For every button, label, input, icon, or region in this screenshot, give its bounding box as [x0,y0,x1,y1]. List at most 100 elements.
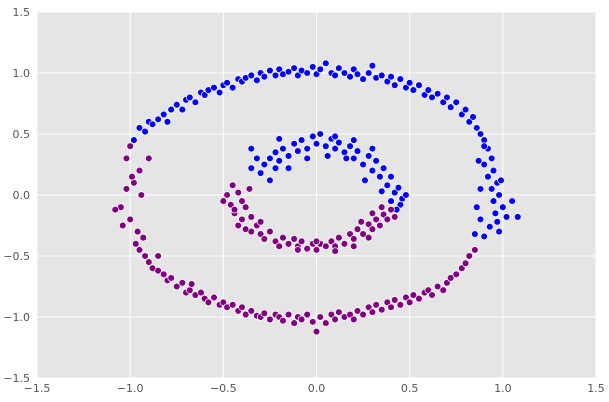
data-point [139,233,147,242]
data-point [122,185,131,193]
data-point [368,225,377,233]
data-point [364,220,373,229]
data-point [350,235,358,243]
data-point [154,252,162,260]
data-point [458,264,466,272]
data-point [130,136,138,144]
data-point [350,315,358,324]
data-point [346,72,354,81]
data-point [327,237,336,246]
data-point [154,115,162,124]
data-point [396,301,405,309]
data-point [245,185,254,193]
data-point [312,140,321,148]
data-point [480,160,488,169]
data-point [493,218,501,226]
data-point [312,246,321,254]
data-point [238,197,246,205]
data-point [387,205,395,214]
data-point [491,209,500,218]
data-point [260,235,269,243]
data-point [476,130,485,138]
data-point [474,157,483,165]
data-point [260,160,269,169]
data-point [228,301,237,309]
y-tick-label: 1.5 [13,6,31,19]
data-point [377,305,386,314]
data-point [469,113,477,121]
data-point [297,315,306,324]
data-point [471,230,479,238]
data-point [297,237,306,246]
x-tick-label: 0.0 [308,382,326,395]
data-point [154,266,162,275]
data-point [309,318,317,326]
y-axis-tick-labels: 1.5 1.0 0.5 0.0 −0.5 −1.0 −1.5 [3,6,30,385]
data-point [409,291,418,299]
data-point [364,152,373,160]
data-point [458,110,466,119]
data-point [461,105,470,114]
data-point [223,79,231,87]
data-point [141,252,149,260]
x-tick-label: −0.5 [210,382,237,395]
data-point [346,142,354,150]
data-point [228,181,237,189]
data-point [350,154,358,163]
data-point [331,144,339,153]
data-point [290,64,298,72]
data-point [303,69,311,77]
data-point [309,132,317,141]
data-point [446,274,455,282]
data-point [424,86,433,94]
data-point [331,315,339,324]
data-point [331,247,339,255]
data-point [364,233,373,242]
data-point [159,270,168,279]
data-point [266,227,274,236]
data-point [312,237,321,246]
data-point [247,71,256,80]
data-point [132,240,140,248]
data-point [383,215,392,224]
data-point [135,166,144,175]
data-point [350,136,358,144]
data-point [489,197,498,205]
data-point [495,227,503,236]
data-point [275,157,283,165]
data-point [159,110,168,119]
data-point [256,169,265,177]
data-point [253,76,261,85]
y-tick-label: −1.5 [3,372,30,385]
data-point [495,191,503,199]
data-point [279,233,287,242]
data-point [372,215,380,224]
data-point [303,154,311,163]
data-point [126,215,134,224]
data-point [186,93,194,102]
data-point [294,246,302,254]
data-point [461,259,470,268]
data-point [303,244,311,253]
data-point [145,258,153,266]
data-point [359,310,367,319]
data-point [316,130,324,138]
data-point [391,296,399,304]
data-point [227,201,235,209]
data-point [433,89,442,98]
data-point [266,66,274,75]
data-point [178,105,187,114]
data-point [266,315,274,324]
data-point [178,279,187,287]
data-point [316,65,324,74]
data-point [173,282,181,291]
data-point [472,124,481,132]
data-point [167,274,175,282]
y-tick-label: 0.5 [13,128,31,141]
data-point [439,286,447,294]
data-point [297,136,306,144]
data-point [141,127,149,136]
data-point [323,152,332,160]
data-point [379,210,388,219]
